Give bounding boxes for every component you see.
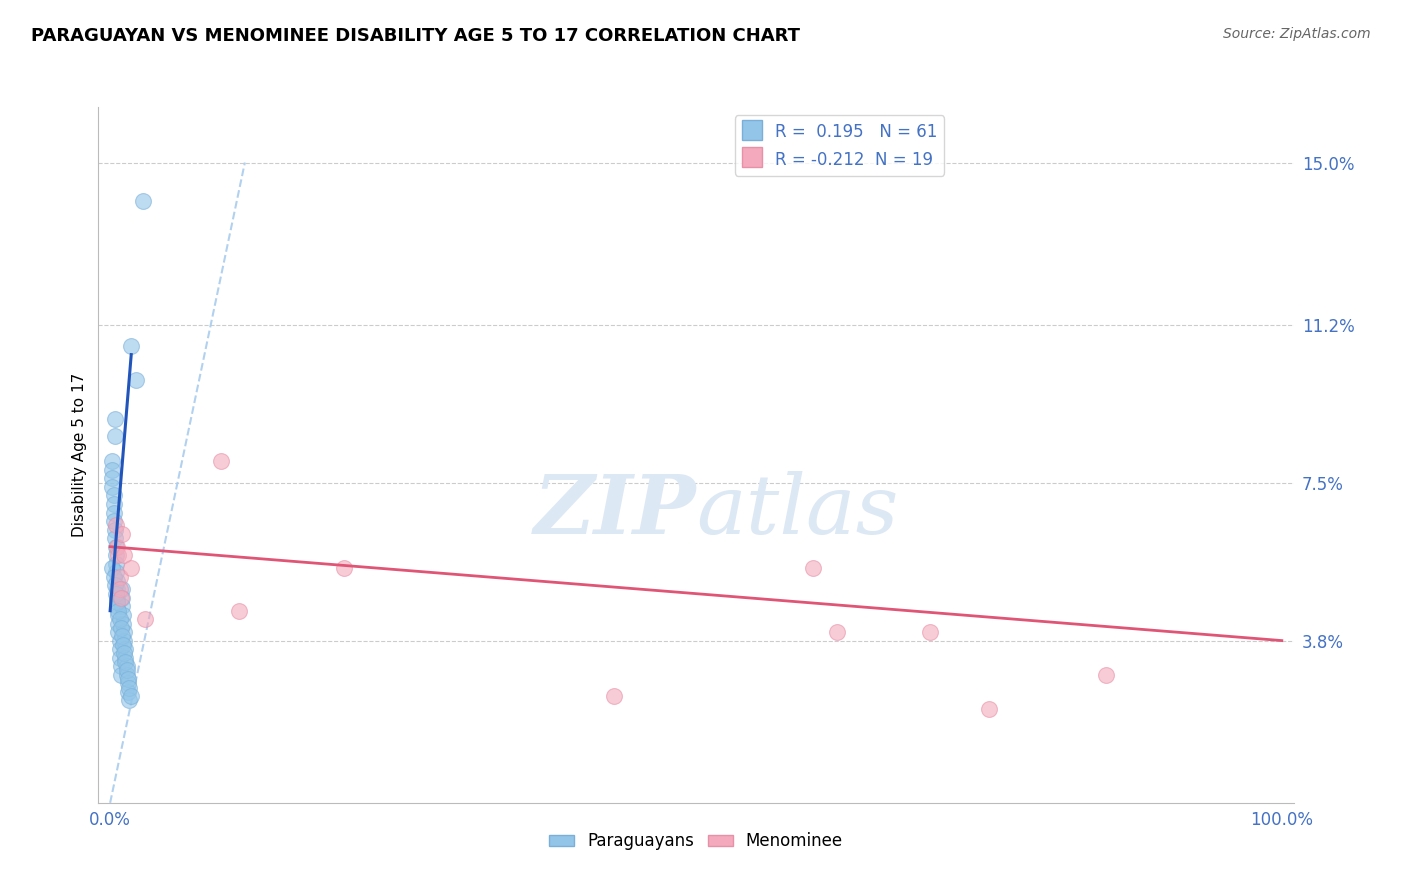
Point bbox=[115, 659, 138, 673]
Point bbox=[825, 625, 848, 640]
Point bbox=[112, 616, 135, 631]
Legend: Paraguayans, Menominee: Paraguayans, Menominee bbox=[543, 826, 849, 857]
Point bbox=[105, 591, 128, 605]
Point bbox=[211, 454, 233, 468]
Point bbox=[111, 527, 134, 541]
Point bbox=[112, 638, 135, 652]
Point bbox=[105, 599, 128, 614]
Point bbox=[1095, 667, 1118, 681]
Point bbox=[112, 548, 135, 562]
Point bbox=[101, 471, 124, 485]
Point bbox=[105, 595, 128, 609]
Point bbox=[111, 599, 134, 614]
Point bbox=[105, 548, 128, 562]
Point bbox=[114, 655, 136, 669]
Point bbox=[107, 548, 129, 562]
Point bbox=[108, 642, 131, 657]
Point bbox=[112, 633, 135, 648]
Text: atlas: atlas bbox=[696, 471, 898, 550]
Point bbox=[110, 591, 132, 605]
Point bbox=[120, 339, 142, 353]
Point bbox=[977, 702, 1000, 716]
Point bbox=[103, 506, 125, 520]
Text: Source: ZipAtlas.com: Source: ZipAtlas.com bbox=[1223, 27, 1371, 41]
Point bbox=[107, 607, 129, 622]
Point bbox=[117, 672, 139, 686]
Point bbox=[107, 604, 129, 618]
Point bbox=[108, 633, 131, 648]
Point bbox=[111, 629, 134, 643]
Point bbox=[110, 659, 132, 673]
Point bbox=[134, 612, 156, 626]
Point bbox=[110, 621, 132, 635]
Point bbox=[114, 650, 136, 665]
Point bbox=[101, 463, 124, 477]
Point bbox=[108, 612, 131, 626]
Point bbox=[117, 676, 139, 690]
Point bbox=[603, 689, 626, 703]
Point bbox=[114, 642, 136, 657]
Point bbox=[111, 582, 134, 597]
Point bbox=[111, 591, 134, 605]
Text: PARAGUAYAN VS MENOMINEE DISABILITY AGE 5 TO 17 CORRELATION CHART: PARAGUAYAN VS MENOMINEE DISABILITY AGE 5… bbox=[31, 27, 800, 45]
Point bbox=[103, 488, 125, 502]
Point bbox=[105, 566, 128, 580]
Point bbox=[105, 574, 128, 588]
Point bbox=[333, 561, 356, 575]
Point bbox=[104, 411, 127, 425]
Point bbox=[101, 454, 124, 468]
Point bbox=[103, 569, 125, 583]
Point bbox=[112, 625, 135, 640]
Point bbox=[132, 194, 155, 208]
Point bbox=[105, 587, 128, 601]
Point bbox=[125, 373, 148, 387]
Point bbox=[105, 582, 128, 597]
Text: ZIP: ZIP bbox=[533, 471, 696, 550]
Point bbox=[228, 604, 250, 618]
Point bbox=[101, 561, 124, 575]
Point bbox=[104, 578, 127, 592]
Point bbox=[120, 689, 142, 703]
Point bbox=[117, 685, 139, 699]
Point bbox=[118, 681, 141, 695]
Point bbox=[103, 497, 125, 511]
Point bbox=[105, 540, 128, 554]
Point bbox=[103, 514, 125, 528]
Point bbox=[115, 667, 138, 681]
Point bbox=[110, 667, 132, 681]
Point bbox=[801, 561, 824, 575]
Point bbox=[107, 616, 129, 631]
Point bbox=[105, 557, 128, 571]
Point bbox=[920, 625, 942, 640]
Point bbox=[120, 561, 142, 575]
Point bbox=[101, 480, 124, 494]
Y-axis label: Disability Age 5 to 17: Disability Age 5 to 17 bbox=[72, 373, 87, 537]
Point bbox=[108, 650, 131, 665]
Point bbox=[105, 518, 128, 533]
Point bbox=[107, 625, 129, 640]
Point bbox=[104, 428, 127, 442]
Point bbox=[108, 582, 131, 597]
Point bbox=[118, 693, 141, 707]
Point bbox=[104, 531, 127, 545]
Point bbox=[115, 664, 138, 678]
Point bbox=[104, 523, 127, 537]
Point bbox=[112, 607, 135, 622]
Point bbox=[105, 540, 128, 554]
Point bbox=[112, 647, 135, 661]
Point bbox=[108, 569, 131, 583]
